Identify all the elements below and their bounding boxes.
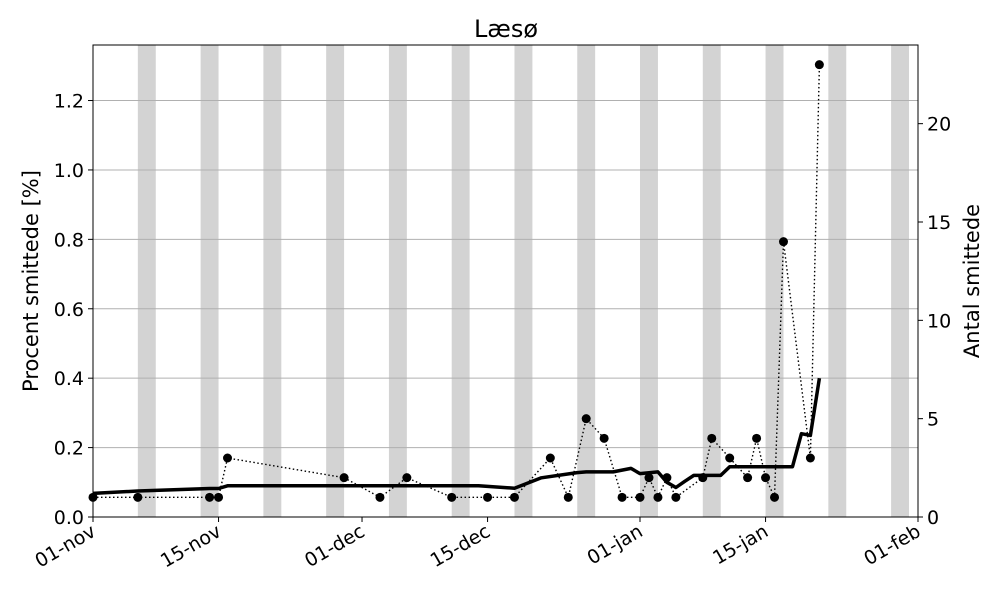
weekend-band	[263, 45, 282, 517]
series-count-point	[662, 473, 672, 483]
y-right-tick-label: 0	[927, 507, 939, 529]
y-left-tick-label: 0.6	[54, 299, 84, 321]
y-right-tick-label: 10	[927, 310, 951, 332]
y-left-tick-label: 0.0	[54, 507, 84, 529]
gridlines	[93, 100, 918, 518]
series-count-point	[814, 60, 824, 70]
series-count-point	[402, 473, 412, 483]
y-right-tick-label: 20	[927, 114, 951, 136]
series-count-point	[725, 453, 735, 463]
series-count-point	[339, 473, 349, 483]
y-left-tick-label: 0.4	[54, 368, 84, 390]
x-tick-label: 01-jan	[584, 520, 647, 569]
weekend-band	[514, 45, 533, 517]
x-tick-label: 15-jan	[709, 520, 772, 569]
series-count-point	[635, 492, 645, 502]
series-percent-line	[92, 377, 822, 496]
series-count-point	[447, 492, 457, 502]
weekend-band	[765, 45, 784, 517]
weekend-band	[891, 45, 910, 517]
series-count-point	[617, 492, 627, 502]
y-right-axis-title: Antal smittede	[960, 204, 984, 358]
series-count-point	[778, 237, 788, 247]
weekend-band	[388, 45, 407, 517]
series-count-point	[509, 492, 519, 502]
x-tick-label: 15-nov	[157, 520, 225, 572]
series-count-point	[581, 414, 591, 424]
series-count-point	[214, 492, 224, 502]
series-count-point	[644, 473, 654, 483]
series-count-point	[761, 473, 771, 483]
series-count-point	[563, 492, 573, 502]
y-left-tick-label: 0.8	[54, 229, 84, 251]
y-right-tick-label: 5	[927, 409, 939, 431]
series-percent	[92, 377, 822, 496]
series-count-point	[375, 492, 385, 502]
series-count	[88, 60, 824, 502]
weekend-bands	[137, 45, 910, 517]
plot-frame	[92, 44, 919, 518]
weekend-band	[137, 45, 156, 517]
x-axis-ticks: 01-nov 15-nov 01-dec 15-dec 01-jan 15-jan 01-f…	[31, 517, 925, 572]
series-count-point	[698, 473, 708, 483]
series-count-point	[223, 453, 233, 463]
x-tick-label: 15-dec	[427, 520, 494, 572]
weekend-band	[577, 45, 596, 517]
y-left-tick-label: 0.2	[54, 438, 84, 460]
series-count-point	[707, 433, 717, 443]
weekend-band	[640, 45, 658, 517]
weekend-band	[702, 45, 721, 517]
weekend-band	[828, 45, 847, 517]
series-count-point	[770, 492, 780, 502]
y-left-axis-ticks: 0.0 0.2 0.4 0.6 0.8 1.0 1.2	[54, 91, 93, 529]
series-count-point	[671, 492, 681, 502]
y-left-tick-label: 1.0	[54, 160, 84, 182]
series-count-point	[483, 492, 493, 502]
series-count-point	[743, 473, 753, 483]
chart-title: Læsø	[474, 15, 538, 43]
x-tick-label: 01-dec	[301, 520, 368, 572]
series-count-point	[805, 453, 815, 463]
y-right-axis-ticks: 0 5 10 15 20	[918, 114, 951, 529]
series-count-point	[752, 433, 762, 443]
series-count-point	[205, 492, 215, 502]
x-tick-label: 01-feb	[860, 520, 924, 570]
y-left-tick-label: 1.2	[54, 91, 84, 113]
series-count-point	[653, 492, 663, 502]
weekend-band	[200, 45, 219, 517]
series-count-point	[545, 453, 555, 463]
y-left-axis-title: Procent smittede [%]	[19, 170, 43, 392]
y-right-tick-label: 15	[927, 212, 951, 234]
series-count-point	[133, 492, 143, 502]
weekend-band	[451, 45, 470, 517]
weekend-band	[326, 45, 345, 517]
series-count-point	[599, 433, 609, 443]
